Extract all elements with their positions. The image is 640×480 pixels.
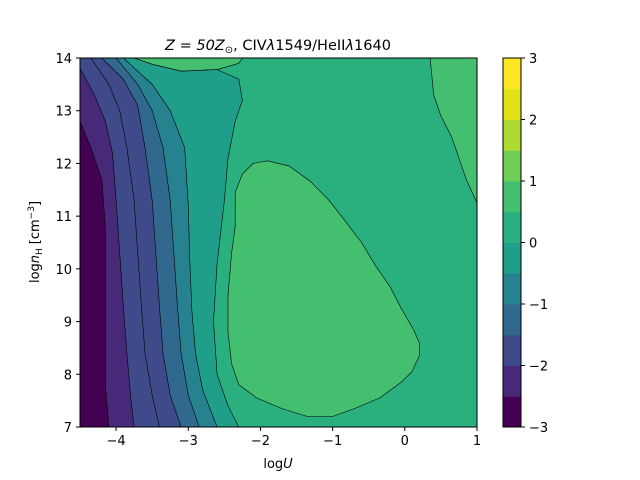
x-tick-label: 1: [473, 434, 481, 449]
colorbar-tick-label: 3: [529, 52, 537, 67]
y-tick-label: 12: [55, 157, 72, 172]
y-tick-label: 8: [64, 368, 72, 383]
colorbar-tick-label: 2: [529, 114, 537, 129]
x-tick-label: −3: [179, 434, 198, 449]
colorbar-tick-label: 0: [529, 237, 537, 252]
colorbar-tick-label: −3: [529, 421, 548, 436]
colorbar-band: [503, 273, 521, 305]
colorbar-band: [503, 119, 521, 151]
x-tick-label: −1: [323, 434, 342, 449]
colorbar-band: [503, 304, 521, 336]
y-tick-label: 14: [55, 52, 72, 67]
colorbar-tick-label: −1: [529, 298, 548, 313]
x-axis-label: logU: [263, 457, 293, 472]
x-tick-label: −2: [251, 434, 270, 449]
chart-title: Z = 50Z⊙, CIVλ1549/HeIIλ1640: [164, 38, 391, 56]
contour-region-10: [80, 121, 110, 427]
plot-area: [79, 57, 478, 428]
colorbar-band: [503, 88, 521, 120]
contour-region-1: [227, 160, 420, 417]
contour-region-2: [429, 58, 477, 204]
colorbar-ticks: −3 −2 −1 0 1 2 3: [521, 52, 548, 436]
y-tick-label: 13: [55, 105, 72, 120]
plot-frame: [79, 57, 478, 428]
y-axis-ticks: 7 8 9 10 11 12 13 14: [55, 52, 80, 436]
y-tick-label: 7: [64, 421, 72, 436]
colorbar-band: [503, 181, 521, 213]
x-tick-label: −4: [107, 434, 126, 449]
colorbar-band: [503, 150, 521, 182]
colorbar: −3 −2 −1 0 1 2 3: [502, 52, 548, 436]
colorbar-band: [503, 334, 521, 366]
colorbar-tick-label: 1: [529, 175, 537, 190]
x-axis-ticks: −4 −3 −2 −1 0 1: [107, 427, 481, 449]
colorbar-band: [503, 58, 521, 90]
colorbar-band: [503, 396, 521, 428]
colorbar-tick-label: −2: [529, 360, 548, 375]
colorbar-band: [503, 211, 521, 243]
y-tick-label: 9: [64, 316, 72, 331]
y-tick-label: 10: [55, 263, 72, 278]
y-axis-label: lognH[cm−3]: [27, 201, 45, 283]
colorbar-bands: [503, 58, 521, 428]
contour-regions: [80, 58, 477, 427]
colorbar-band: [503, 242, 521, 274]
x-tick-label: 0: [401, 434, 409, 449]
y-tick-label: 11: [55, 210, 72, 225]
colorbar-band: [503, 365, 521, 397]
